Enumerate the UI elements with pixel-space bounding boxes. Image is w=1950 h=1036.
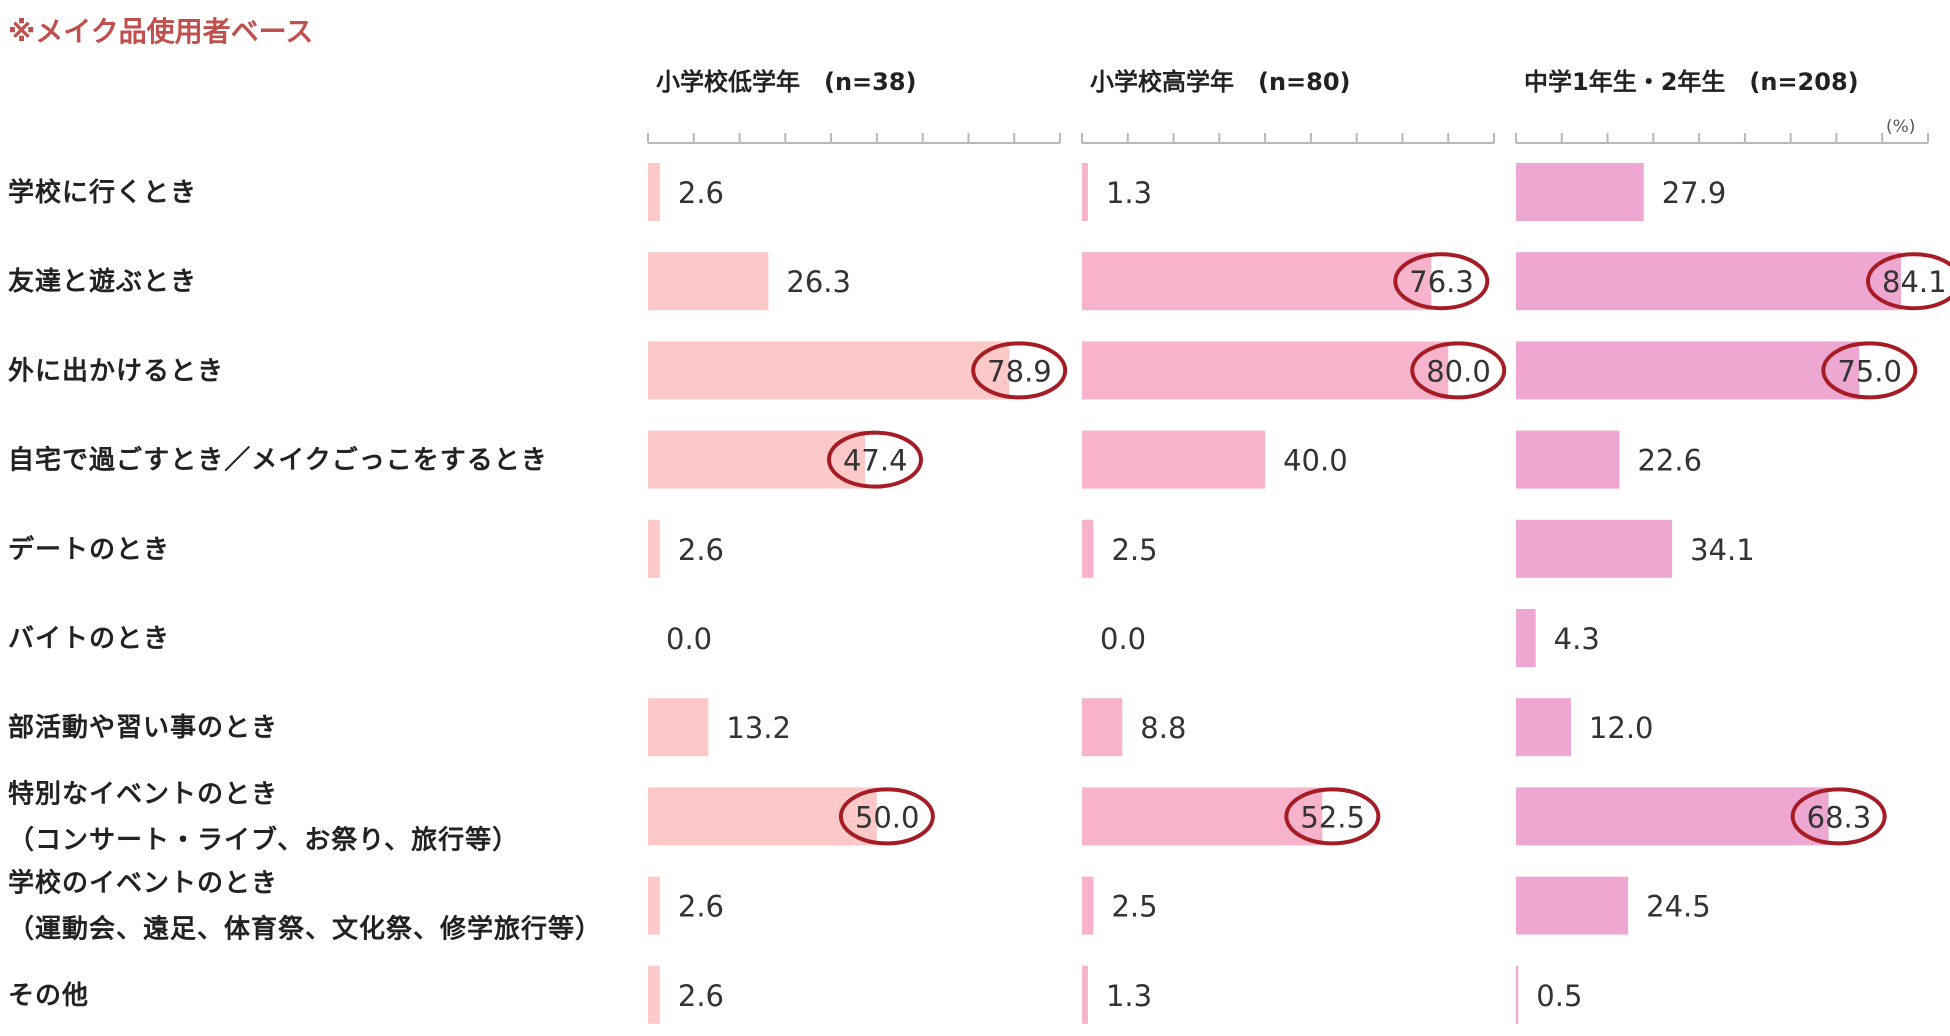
value-label: 1.3 (1106, 979, 1152, 1013)
value-label: 0.5 (1536, 979, 1582, 1013)
value-label: 12.0 (1589, 711, 1654, 745)
bar (1516, 698, 1571, 757)
bar (648, 163, 660, 221)
bar (648, 252, 769, 311)
bar (648, 876, 660, 935)
bar (1082, 430, 1266, 489)
value-label: 52.5 (1300, 800, 1365, 834)
highlight-circle (1410, 341, 1507, 400)
highlight-circle (1821, 341, 1918, 400)
category-label: 自宅で過ごすとき／メイクごっこをするとき (8, 445, 548, 476)
value-label: 2.6 (678, 176, 724, 210)
value-label: 80.0 (1426, 354, 1491, 388)
category-label: 特別なイベントのとき (8, 778, 278, 809)
highlight-circle (826, 430, 923, 489)
value-label: 76.3 (1409, 265, 1474, 299)
base-note: ※メイク品使用者ベース (8, 15, 314, 48)
panel-title: 小学校低学年 (n=38) (656, 68, 917, 96)
value-label: 24.5 (1646, 890, 1711, 924)
value-label: 47.4 (843, 444, 908, 478)
bar (1516, 430, 1620, 489)
value-label: 0.0 (1100, 622, 1146, 656)
bar (1516, 519, 1673, 578)
bar (1082, 698, 1123, 757)
bar (648, 341, 1010, 400)
panel-title: 中学1年生・2年生 (n=208) (1524, 68, 1859, 96)
value-label: 2.6 (678, 533, 724, 567)
highlight-circle (1393, 252, 1490, 311)
bar (1516, 609, 1536, 667)
category-sublabel: （コンサート・ライブ、お祭り、旅行等） (8, 824, 519, 855)
value-label: 2.6 (678, 890, 724, 924)
value-label: 4.3 (1554, 622, 1600, 656)
highlight-circle (971, 341, 1068, 400)
highlight-circle (1284, 787, 1381, 846)
value-label: 84.1 (1882, 265, 1947, 299)
bar (1516, 876, 1629, 935)
bar (1082, 965, 1088, 1024)
bar (1082, 252, 1432, 311)
value-label: 2.5 (1111, 890, 1157, 924)
bar (1516, 252, 1901, 311)
bar (1516, 965, 1519, 1024)
bar (1516, 163, 1644, 221)
value-label: 13.2 (726, 711, 791, 745)
bar (1082, 163, 1088, 221)
value-label: 2.6 (678, 979, 724, 1013)
category-label: その他 (8, 981, 89, 1011)
panel-title: 小学校高学年 (n=80) (1090, 68, 1351, 96)
bar (1082, 876, 1094, 935)
bar (648, 698, 709, 757)
bar (1082, 519, 1094, 578)
bar (1516, 341, 1860, 400)
value-label: 27.9 (1662, 176, 1727, 210)
category-label: 学校のイベントのとき (8, 868, 278, 899)
value-label: 40.0 (1283, 444, 1348, 478)
value-label: 8.8 (1140, 711, 1186, 745)
bar (648, 519, 660, 578)
value-label: 75.0 (1837, 354, 1902, 388)
value-label: 50.0 (855, 800, 920, 834)
value-label: 2.5 (1111, 533, 1157, 567)
bar (648, 965, 660, 1024)
highlight-circle (838, 787, 935, 846)
category-label: デートのとき (8, 534, 170, 565)
value-label: 78.9 (987, 354, 1052, 388)
category-label: バイトのとき (8, 624, 170, 654)
category-sublabel: （運動会、遠足、体育祭、文化祭、修学旅行等） (8, 914, 602, 945)
highlight-circle (1790, 787, 1887, 846)
category-label: 友達と遊ぶとき (8, 266, 197, 297)
highlight-circle (1866, 252, 1950, 311)
value-label: 26.3 (786, 265, 851, 299)
bar (648, 430, 865, 489)
bar (1082, 341, 1449, 400)
value-label: 22.6 (1637, 444, 1702, 478)
bar (1516, 787, 1829, 846)
value-label: 34.1 (1690, 533, 1755, 567)
value-label: 0.0 (666, 622, 712, 656)
unit-label: (%) (1886, 117, 1915, 137)
bar (1082, 787, 1323, 846)
value-label: 68.3 (1807, 800, 1872, 834)
bar (648, 787, 877, 846)
category-label: 外に出かけるとき (8, 356, 224, 386)
category-label: 部活動や習い事のとき (8, 713, 278, 743)
value-label: 1.3 (1106, 176, 1152, 210)
category-label: 学校に行くとき (8, 177, 197, 208)
